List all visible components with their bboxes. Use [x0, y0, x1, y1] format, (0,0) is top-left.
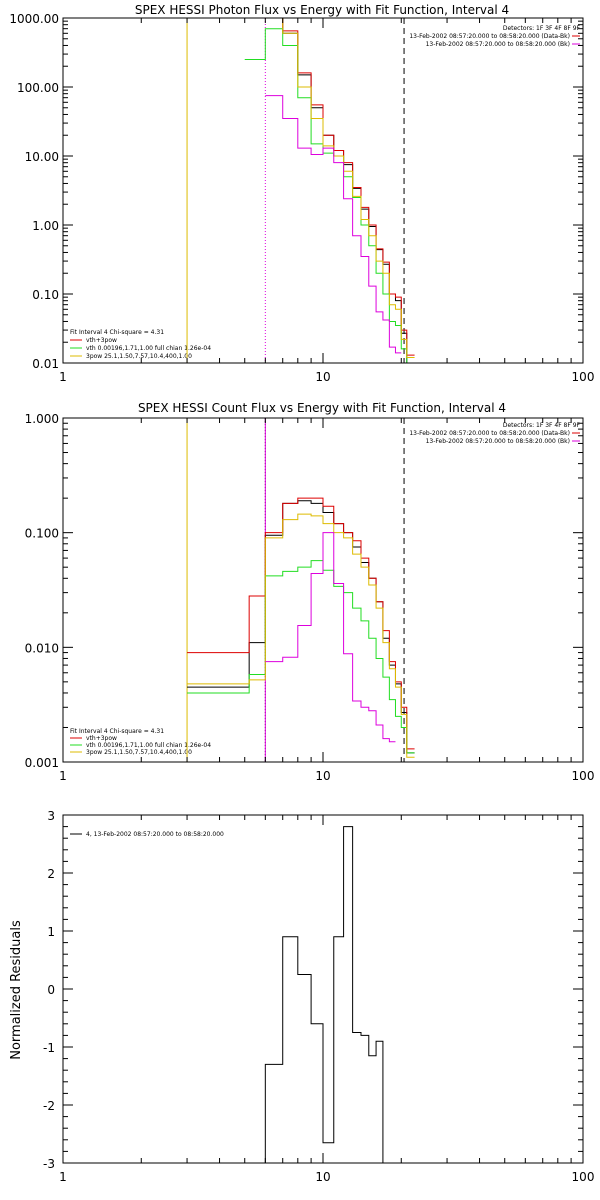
x-tick-labels: 1 10 100 [59, 769, 594, 783]
y-tick-label: -3 [43, 1157, 55, 1171]
y-tick-label: 0.10 [32, 288, 59, 302]
plot-area [186, 18, 415, 363]
chart-title: SPEX HESSI Photon Flux vs Energy with Fi… [135, 3, 509, 17]
chart-title: SPEX HESSI Count Flux vs Energy with Fit… [138, 401, 506, 415]
y-axis-label: Normalized Residuals [9, 920, 24, 1060]
info-line: Detectors: 1F 3F 4F 8F 9F [503, 25, 581, 32]
series-step-line [265, 532, 396, 743]
axes-frame [62, 417, 584, 763]
x-tick-label: 1 [59, 370, 67, 384]
y-tick-labels: 0.01 0.10 1.00 10.00 100.00 1000.00 [9, 12, 59, 371]
x-tick-labels: 1 10 100 [59, 1170, 594, 1184]
info-line: 13-Feb-2002 08:57:20.000 to 08:58:20.000… [409, 430, 570, 437]
x-tick-label: 1 [59, 1170, 67, 1184]
count-flux-panel: SPEX HESSI Count Flux vs Energy with Fit… [25, 401, 595, 783]
plot-area [264, 826, 384, 1163]
series-step-line [187, 513, 415, 758]
info-block: Detectors: 1F 3F 4F 8F 9F 13-Feb-2002 08… [409, 25, 580, 48]
info-line: 13-Feb-2002 08:57:20.000 to 08:58:20.000… [409, 33, 570, 40]
legend-label: vth+3pow [86, 735, 117, 742]
info-line: 13-Feb-2002 08:57:20.000 to 08:58:20.000… [426, 438, 570, 445]
legend-label: vth 0.00196,1.71,1.00 full chian 1.26e-0… [86, 345, 211, 352]
x-tick-label: 100 [572, 1170, 595, 1184]
photon-flux-panel: SPEX HESSI Photon Flux vs Energy with Fi… [9, 3, 594, 384]
y-tick-labels: -3 -2 -1 0 1 2 3 [43, 809, 55, 1171]
y-tick-labels: 0.001 0.010 0.100 1.000 [25, 412, 59, 770]
series-step-line [187, 500, 415, 754]
legend-title: Fit Interval 4 Chi-square = 4.31 [70, 329, 164, 336]
y-tick-label: 3 [47, 809, 55, 823]
legend: 4, 13-Feb-2002 08:57:20.000 to 08:58:20.… [86, 831, 224, 838]
series-step-line [244, 18, 415, 356]
series-step-line [187, 560, 415, 754]
x-tick-label: 1 [59, 769, 67, 783]
legend-label: vth 0.00196,1.71,1.00 full chian 1.26e-0… [86, 742, 211, 749]
series-step-line [244, 18, 415, 359]
y-tick-label: 0 [47, 983, 55, 997]
legend-label: vth+3pow [86, 337, 117, 344]
y-tick-label: 1.00 [32, 219, 59, 233]
legend-label: 3pow 25.1,1.50,7.57,10.4,400,1.00 [86, 353, 192, 360]
x-tick-label: 100 [572, 769, 595, 783]
legend-title: Fit Interval 4 Chi-square = 4.31 [70, 728, 164, 735]
plot-area [186, 418, 415, 762]
series-step-line [187, 497, 415, 750]
axes-frame [62, 17, 584, 364]
series-step-line [265, 95, 402, 354]
series-step-line [244, 28, 415, 363]
y-tick-label: 0.001 [25, 756, 59, 770]
y-tick-label: 10.00 [25, 150, 59, 164]
x-tick-labels: 1 10 100 [59, 370, 594, 384]
y-tick-label: 0.01 [32, 357, 59, 371]
y-tick-label: 1 [47, 925, 55, 939]
y-tick-label: 0.100 [25, 527, 59, 541]
y-tick-label: 100.00 [17, 81, 59, 95]
y-tick-label: -1 [43, 1041, 55, 1055]
series-step-line [264, 826, 384, 1163]
info-line: 13-Feb-2002 08:57:20.000 to 08:58:20.000… [426, 41, 570, 48]
legend: Fit Interval 4 Chi-square = 4.31 vth+3po… [70, 329, 211, 360]
y-tick-label: 2 [47, 867, 55, 881]
y-tick-label: 0.010 [25, 641, 59, 655]
x-tick-label: 10 [315, 1170, 330, 1184]
x-tick-label: 10 [315, 370, 330, 384]
y-tick-label: 1000.00 [9, 12, 59, 26]
y-tick-label: -2 [43, 1099, 55, 1113]
residuals-panel: Normalized Residuals 4, 13-Feb-2002 08:5… [9, 809, 594, 1184]
info-line: Detectors: 1F 3F 4F 8F 9F [503, 422, 581, 429]
legend-label: 4, 13-Feb-2002 08:57:20.000 to 08:58:20.… [86, 831, 224, 838]
x-tick-label: 100 [572, 370, 595, 384]
info-block: Detectors: 1F 3F 4F 8F 9F 13-Feb-2002 08… [409, 422, 580, 445]
x-tick-label: 10 [315, 769, 330, 783]
y-tick-label: 1.000 [25, 412, 59, 426]
legend: Fit Interval 4 Chi-square = 4.31 vth+3po… [70, 728, 211, 756]
legend-label: 3pow 25.1,1.50,7.57,10.4,400,1.00 [86, 749, 192, 756]
